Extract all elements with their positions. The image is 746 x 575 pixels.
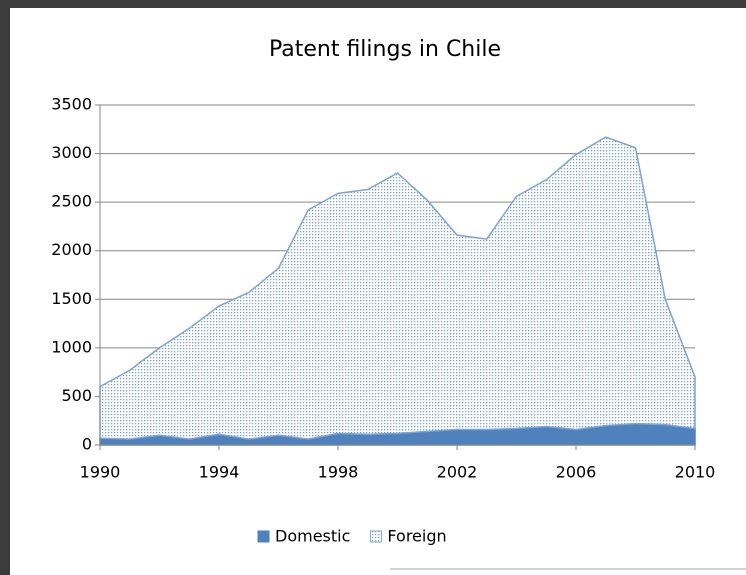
x-tick-label: 2002 <box>437 463 478 482</box>
legend-swatch <box>369 530 382 543</box>
x-tick-label: 1994 <box>199 463 240 482</box>
chart-title: Patent filings in Chile <box>269 37 501 62</box>
legend-swatch <box>257 530 270 543</box>
x-tick-label: 1998 <box>318 463 359 482</box>
y-tick-label: 500 <box>61 386 92 405</box>
legend-label: Foreign <box>387 527 446 546</box>
y-tick-label: 2500 <box>51 192 92 211</box>
y-tick-label: 2000 <box>51 240 92 259</box>
y-tick-label: 3500 <box>51 95 92 114</box>
legend-label: Domestic <box>275 527 350 546</box>
y-tick-label: 1000 <box>51 337 92 356</box>
y-tick-label: 0 <box>82 435 92 454</box>
y-tick-label: 1500 <box>51 289 92 308</box>
area <box>99 136 696 440</box>
y-tick-label: 3000 <box>51 143 92 162</box>
x-tick-label: 1990 <box>80 463 121 482</box>
x-tick-label: 2010 <box>675 463 716 482</box>
x-tick-label: 2006 <box>556 463 597 482</box>
